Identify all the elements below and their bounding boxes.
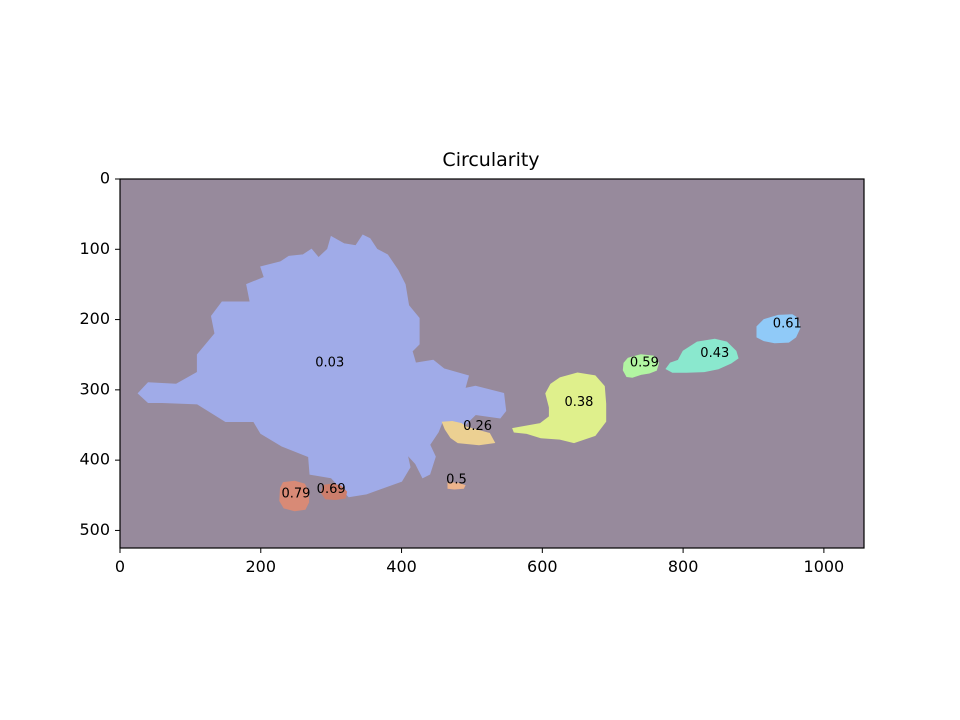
region-label-0-59: 0.59 — [630, 356, 659, 371]
region-label-0-03: 0.03 — [315, 356, 344, 371]
chart-title: Circularity — [442, 149, 539, 171]
y-tick-label: 400 — [79, 450, 110, 469]
region-label-0-61: 0.61 — [773, 316, 802, 331]
region-0-26 — [441, 420, 496, 446]
region-label-0-38: 0.38 — [564, 395, 593, 410]
region-0-79 — [279, 480, 310, 512]
x-tick-label: 800 — [668, 557, 699, 576]
y-tick-label: 100 — [79, 239, 110, 258]
plot-frame — [119, 178, 865, 549]
y-tick-label: 300 — [79, 379, 110, 398]
region-label-0-79: 0.79 — [281, 486, 310, 501]
region-0-43 — [665, 338, 739, 373]
region-label-0-69: 0.69 — [317, 482, 346, 497]
region-label-0-43: 0.43 — [700, 346, 729, 361]
region-0-59 — [622, 354, 660, 378]
region-label-0-26: 0.26 — [463, 419, 492, 434]
y-tick-label: 0 — [100, 169, 110, 188]
x-tick-label: 0 — [115, 557, 125, 576]
x-tick-label: 200 — [246, 557, 277, 576]
region-0-38 — [512, 372, 607, 444]
x-tick-label: 400 — [386, 557, 417, 576]
region-label-0-5: 0.5 — [446, 472, 467, 487]
region-0-61 — [756, 314, 801, 344]
x-tick-label: 600 — [527, 557, 558, 576]
y-tick-label: 500 — [79, 520, 110, 539]
region-0-69 — [320, 483, 348, 501]
region-0-5 — [447, 482, 466, 490]
y-tick-label: 200 — [79, 309, 110, 328]
x-tick-label: 1000 — [804, 557, 845, 576]
